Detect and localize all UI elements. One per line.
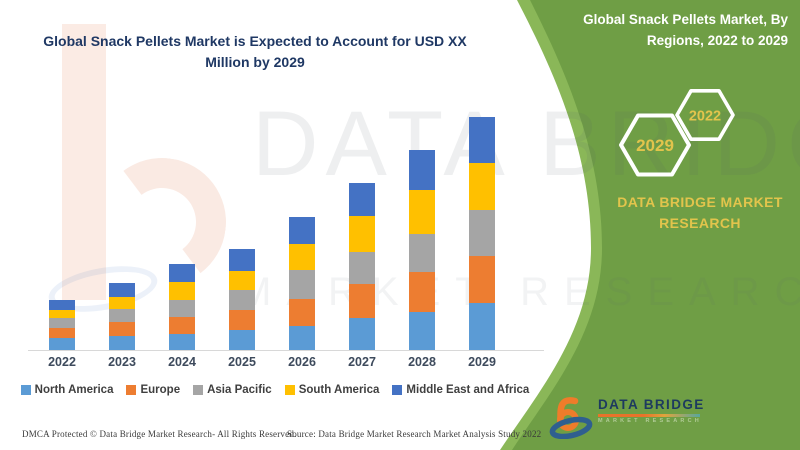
x-axis-label-2027: 2027 — [348, 355, 376, 369]
logo-tagline-text: MARKET RESEARCH — [598, 418, 702, 424]
bar-segment-2027-south-america — [349, 216, 375, 252]
brand-wordmark: DATA BRIDGE MARKET RESEARCH — [617, 194, 783, 231]
bar-segment-2026-asia-pacific — [289, 270, 315, 299]
footer-dmca-notice: DMCA Protected © Data Bridge Market Rese… — [22, 429, 297, 439]
bar-segment-2026-north-america — [289, 326, 315, 350]
logo-underline — [598, 414, 700, 417]
bar-segment-2024-south-america — [169, 282, 195, 300]
legend-item-north-america: North America — [20, 384, 114, 396]
bar-segment-2024-europe — [169, 317, 195, 334]
stacked-bar-plot — [0, 110, 560, 350]
logo-name-text: DATA BRIDGE — [598, 397, 705, 412]
bar-segment-2026-europe — [289, 299, 315, 326]
bar-segment-2027-north-america — [349, 318, 375, 350]
x-axis-label-2023: 2023 — [108, 355, 136, 369]
chart-title: Global Snack Pellets Market is Expected … — [43, 33, 467, 70]
x-axis-label-2022: 2022 — [48, 355, 76, 369]
bar-segment-2024-middle-east-and-africa — [169, 264, 195, 282]
bar-segment-2027-europe — [349, 284, 375, 318]
bar-segment-2028-middle-east-and-africa — [409, 150, 435, 190]
bar-segment-2025-middle-east-and-africa — [229, 249, 255, 271]
legend-item-europe: Europe — [126, 384, 180, 396]
legend-swatch — [126, 385, 137, 395]
side-panel-title: Global Snack Pellets Market, By Regions,… — [583, 12, 788, 48]
bar-segment-2029-middle-east-and-africa — [469, 117, 495, 163]
green-panel-main — [512, 0, 800, 450]
footer-source-note: Source: Data Bridge Market Research Mark… — [287, 429, 542, 439]
bar-segment-2023-asia-pacific — [109, 309, 135, 322]
legend-swatch — [193, 385, 204, 395]
bar-segment-2023-north-america — [109, 336, 135, 350]
bar-segment-2025-south-america — [229, 271, 255, 290]
bar-segment-2022-middle-east-and-africa — [49, 300, 75, 310]
bar-segment-2024-asia-pacific — [169, 300, 195, 317]
bar-segment-2025-north-america — [229, 330, 255, 350]
bar-segment-2022-south-america — [49, 310, 75, 318]
legend-swatch — [392, 385, 403, 395]
bar-segment-2024-north-america — [169, 334, 195, 350]
bar-segment-2023-south-america — [109, 297, 135, 309]
year-hexagons: 2029 2022 — [619, 89, 735, 177]
bar-segment-2029-north-america — [469, 303, 495, 350]
bar-segment-2028-europe — [409, 272, 435, 312]
bar-segment-2023-europe — [109, 322, 135, 336]
x-axis-label-2029: 2029 — [468, 355, 496, 369]
hexagon-2022 — [675, 89, 735, 142]
legend-label: Asia Pacific — [207, 384, 272, 396]
hexagon-2029 — [619, 113, 691, 177]
bar-segment-2022-north-america — [49, 338, 75, 350]
legend-item-asia-pacific: Asia Pacific — [193, 384, 272, 396]
legend-label: Middle East and Africa — [406, 384, 530, 396]
bar-segment-2026-middle-east-and-africa — [289, 217, 315, 244]
bar-segment-2025-asia-pacific — [229, 290, 255, 310]
legend-label: South America — [298, 384, 380, 396]
legend-label: Europe — [140, 384, 181, 396]
x-axis-line — [28, 350, 544, 351]
legend-label: North America — [34, 384, 114, 396]
bar-segment-2029-europe — [469, 256, 495, 303]
hexagon-2029-label: 2029 — [636, 136, 674, 155]
x-axis-label-2026: 2026 — [288, 355, 316, 369]
bar-segment-2029-south-america — [469, 163, 495, 210]
bar-segment-2028-north-america — [409, 312, 435, 350]
x-axis-labels: 2022 2023 2024 2025 2026 2027 2028 2029 — [0, 355, 560, 373]
x-axis-label-2025: 2025 — [228, 355, 256, 369]
bar-segment-2029-asia-pacific — [469, 210, 495, 256]
legend-item-middle-east-and-africa: Middle East and Africa — [392, 384, 529, 396]
bar-segment-2025-europe — [229, 310, 255, 330]
hexagon-2022-label: 2022 — [689, 109, 721, 125]
bar-segment-2027-middle-east-and-africa — [349, 183, 375, 216]
bar-segment-2027-asia-pacific — [349, 252, 375, 284]
legend-swatch — [284, 385, 295, 395]
bar-segment-2023-middle-east-and-africa — [109, 283, 135, 297]
dbmr-b-icon — [549, 397, 593, 439]
dbmr-logo: DATA BRIDGE MARKET RESEARCH — [548, 389, 738, 444]
chart-legend: North America Europe Asia Pacific South Ame… — [10, 384, 540, 396]
legend-swatch — [20, 385, 31, 395]
bar-segment-2022-asia-pacific — [49, 318, 75, 328]
x-axis-label-2024: 2024 — [168, 355, 196, 369]
bar-segment-2028-asia-pacific — [409, 234, 435, 272]
bar-segment-2026-south-america — [289, 244, 315, 270]
bar-segment-2022-europe — [49, 328, 75, 338]
x-axis-label-2028: 2028 — [408, 355, 436, 369]
legend-item-south-america: South America — [284, 384, 380, 396]
bar-segment-2028-south-america — [409, 190, 435, 234]
